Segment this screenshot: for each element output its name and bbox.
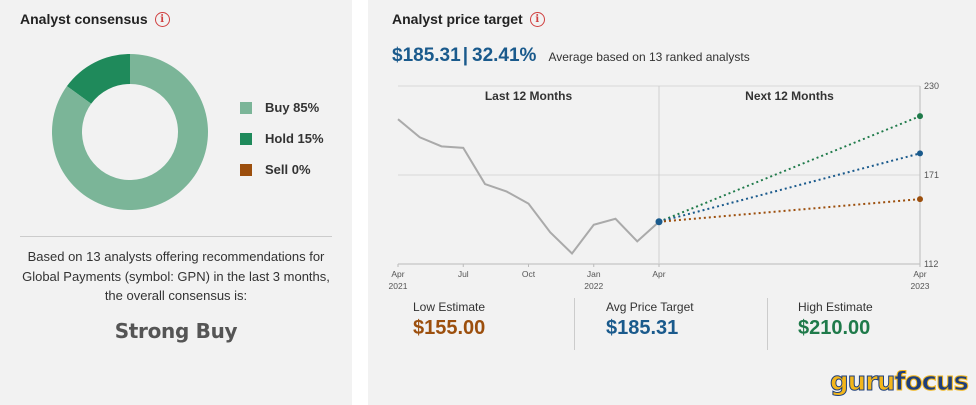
donut-slice-hold	[66, 54, 130, 104]
info-icon[interactable]: i	[529, 11, 545, 27]
summary-separator: |	[462, 45, 469, 66]
avg-price-target-value: $185.31	[606, 317, 679, 339]
consensus-title-text: Analyst consensus	[20, 11, 148, 27]
x-tick-label: Apr	[391, 269, 404, 279]
legend-item-sell: Sell 0%	[240, 154, 324, 185]
current-price-point[interactable]	[655, 218, 663, 226]
avg-price-target: Avg Price Target $185.31	[606, 300, 694, 340]
consensus-verdict: Strong Buy	[114, 319, 238, 343]
legend-swatch-hold	[240, 132, 252, 145]
y-tick-label: 230	[924, 81, 939, 91]
x-tick-label: Jan	[587, 269, 601, 279]
projection-line	[658, 115, 921, 223]
price-target-summary: $185.31 | 32.41% Average based on 13 ran…	[392, 45, 750, 67]
y-tick-label: 171	[924, 170, 939, 180]
donut-slice-buy	[52, 54, 209, 211]
projection-endpoint[interactable]	[917, 113, 923, 120]
avg-price-value: $185.31	[392, 45, 461, 66]
gurufocus-logo: gurufocus	[829, 367, 969, 398]
x-tick-label: Apr	[913, 269, 926, 279]
y-tick-label: 112	[924, 259, 938, 269]
analyst-price-target-panel: Analyst price target i $185.31 | 32.41% …	[368, 0, 976, 405]
x-tick-year-label: 2022	[584, 281, 603, 291]
consensus-donut-chart	[52, 54, 209, 211]
x-tick-label: Apr	[652, 269, 665, 279]
x-tick-label: Jul	[458, 269, 469, 279]
projection-endpoint[interactable]	[917, 150, 923, 157]
projection-endpoint[interactable]	[917, 196, 923, 203]
section-label: Last 12 Months	[485, 89, 573, 103]
price-target-chart: 230 171 112 Last 12 Months Next 12 Months Apr…	[389, 81, 939, 291]
consensus-title: Analyst consensus i	[20, 11, 170, 27]
avg-price-target-label: Avg Price Target	[606, 300, 694, 314]
legend-item-hold: Hold 15%	[240, 123, 324, 154]
low-estimate: Low Estimate $155.00	[413, 300, 485, 340]
info-icon[interactable]: i	[154, 11, 170, 27]
legend-label-hold: Hold 15%	[265, 131, 324, 146]
estimate-divider	[767, 298, 768, 350]
legend-label-sell: Sell 0%	[265, 162, 311, 177]
analyst-consensus-panel: Analyst consensus i Buy 85% Hold 15% Sel…	[0, 0, 352, 405]
high-estimate-label: High Estimate	[798, 300, 873, 314]
low-estimate-label: Low Estimate	[413, 300, 486, 314]
section-label: Next 12 Months	[745, 89, 834, 103]
legend-label-buy: Buy 85%	[265, 100, 320, 115]
price-target-title-text: Analyst price target	[392, 11, 523, 27]
legend-swatch-sell	[240, 163, 252, 176]
consensus-divider	[20, 236, 332, 237]
x-tick-year-label: 2023	[911, 281, 930, 291]
average-note: Average based on 13 ranked analysts	[548, 50, 750, 64]
price-history-line	[397, 118, 660, 255]
x-tick-label: Oct	[522, 269, 536, 279]
legend-swatch-buy	[240, 101, 252, 114]
price-target-title: Analyst price target i	[392, 11, 545, 27]
low-estimate-value: $155.00	[413, 317, 486, 339]
projection-line	[658, 198, 921, 223]
legend-item-buy: Buy 85%	[240, 92, 324, 123]
consensus-legend: Buy 85% Hold 15% Sell 0%	[240, 92, 324, 185]
estimate-divider	[574, 298, 575, 350]
consensus-description: Based on 13 analysts offering recommenda…	[22, 249, 330, 303]
high-estimate-value: $210.00	[798, 317, 871, 339]
upside-percent: 32.41%	[472, 45, 537, 66]
x-tick-year-label: 2021	[389, 281, 408, 291]
high-estimate: High Estimate $210.00	[798, 300, 873, 340]
